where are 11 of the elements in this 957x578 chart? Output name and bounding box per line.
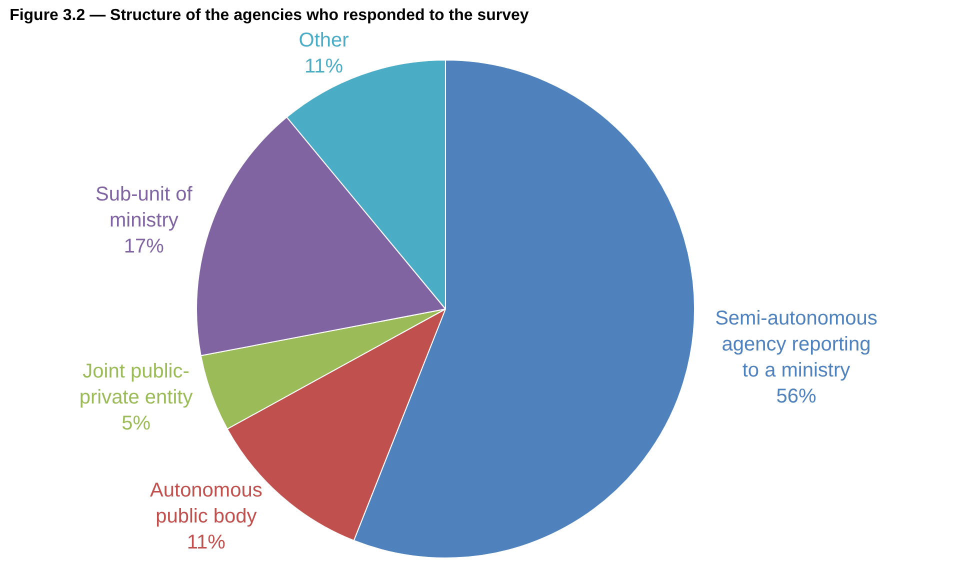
slice-label: Sub-unit of ministry: [96, 183, 193, 232]
data-label: 17%: [124, 235, 164, 258]
data-label: 5%: [122, 412, 151, 435]
data-label: 11%: [186, 532, 226, 554]
chart-title: Figure 3.2 — Structure of the agencies who responded to the survey: [10, 6, 529, 24]
data-label: 11%: [304, 55, 344, 78]
slice-label: Joint public-private entity: [79, 360, 193, 409]
slice-label: Autonomous public body: [150, 480, 262, 528]
slice-label: Other: [298, 29, 350, 52]
data-label: 56%: [776, 385, 816, 408]
slice-label: Semi-autonomous agency reporting to a ministry: [715, 307, 878, 382]
